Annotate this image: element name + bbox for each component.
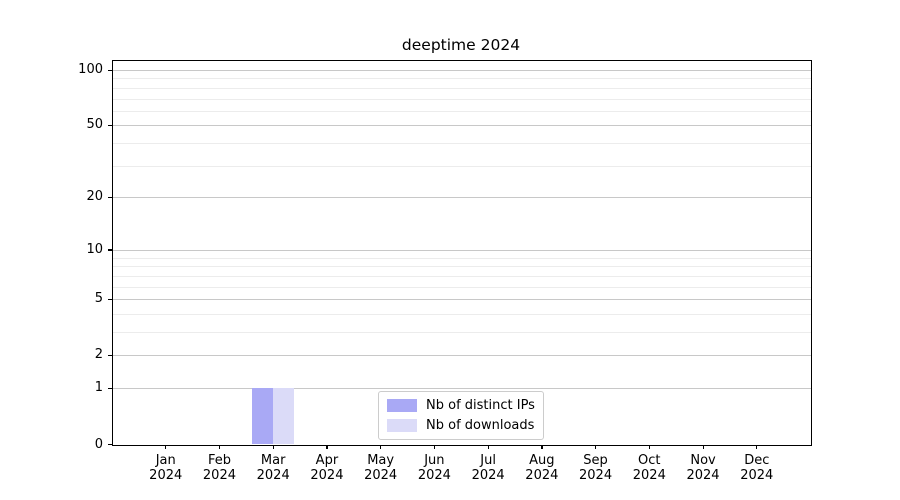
gridline-minor — [112, 275, 811, 277]
legend-label: Nb of distinct IPs — [426, 398, 535, 413]
y-tick — [107, 298, 112, 300]
gridline-minor — [112, 257, 811, 259]
legend-swatch — [387, 399, 417, 412]
legend-swatch — [387, 419, 417, 432]
gridline-major — [112, 355, 811, 357]
gridline-minor — [112, 98, 811, 100]
y-tick-label: 2 — [94, 347, 103, 363]
y-tick — [107, 69, 112, 71]
gridline-minor — [112, 78, 811, 80]
x-tick-label: Jan 2024 — [149, 452, 183, 483]
x-tick — [433, 444, 436, 449]
x-tick — [380, 444, 382, 449]
gridline-minor — [112, 165, 811, 167]
legend-label: Nb of downloads — [426, 418, 535, 433]
y-tick-label: 5 — [94, 291, 103, 307]
x-tick — [648, 444, 650, 449]
gridline-major — [112, 197, 811, 199]
x-tick — [165, 444, 167, 449]
legend-item: Nb of distinct IPs — [387, 398, 535, 413]
y-tick — [107, 387, 112, 389]
y-tick — [107, 354, 112, 357]
y-tick — [107, 249, 112, 251]
x-tick-label: Feb 2024 — [202, 452, 236, 483]
bar — [273, 388, 295, 445]
x-tick-label: Oct 2024 — [632, 452, 666, 483]
x-tick-label: Sep 2024 — [579, 452, 613, 483]
gridline-minor — [112, 332, 811, 334]
y-tick-label: 1 — [94, 380, 103, 396]
x-tick — [595, 444, 597, 449]
gridline-minor — [112, 110, 811, 112]
gridline-minor — [112, 286, 811, 288]
x-tick-label: Nov 2024 — [686, 452, 720, 483]
gridline-major — [112, 388, 811, 390]
x-tick-label: Dec 2024 — [740, 452, 774, 483]
x-tick — [272, 444, 274, 449]
legend-item: Nb of downloads — [387, 418, 535, 433]
x-tick-label: Jul 2024 — [471, 452, 505, 483]
chart-title: deeptime 2024 — [401, 36, 521, 54]
y-tick-label: 100 — [78, 62, 103, 78]
x-tick-label: May 2024 — [364, 452, 398, 483]
y-tick — [107, 124, 112, 127]
x-tick-label: Apr 2024 — [310, 452, 344, 483]
x-tick — [218, 444, 221, 449]
y-tick-label: 0 — [94, 436, 103, 452]
bar — [252, 388, 274, 445]
gridline-minor — [112, 313, 811, 315]
y-tick-label: 50 — [86, 117, 103, 133]
gridline-major — [112, 70, 811, 72]
legend: Nb of distinct IPs Nb of downloads — [378, 391, 544, 440]
gridline-minor — [112, 266, 811, 268]
x-tick — [487, 444, 489, 449]
gridline-major — [112, 125, 811, 127]
gridline-minor — [112, 143, 811, 145]
y-tick-label: 20 — [86, 189, 103, 205]
x-tick — [756, 444, 758, 449]
y-tick — [107, 444, 112, 446]
x-tick-label: Aug 2024 — [525, 452, 559, 483]
gridline-major — [112, 249, 811, 251]
x-tick — [702, 444, 704, 449]
x-tick — [541, 444, 543, 449]
x-tick — [326, 444, 328, 449]
gridline-major — [112, 299, 811, 301]
x-tick-label: Mar 2024 — [256, 452, 290, 483]
y-tick — [107, 196, 112, 199]
y-tick-label: 10 — [86, 241, 103, 257]
x-tick-label: Jun 2024 — [417, 452, 451, 483]
gridline-minor — [112, 87, 811, 89]
